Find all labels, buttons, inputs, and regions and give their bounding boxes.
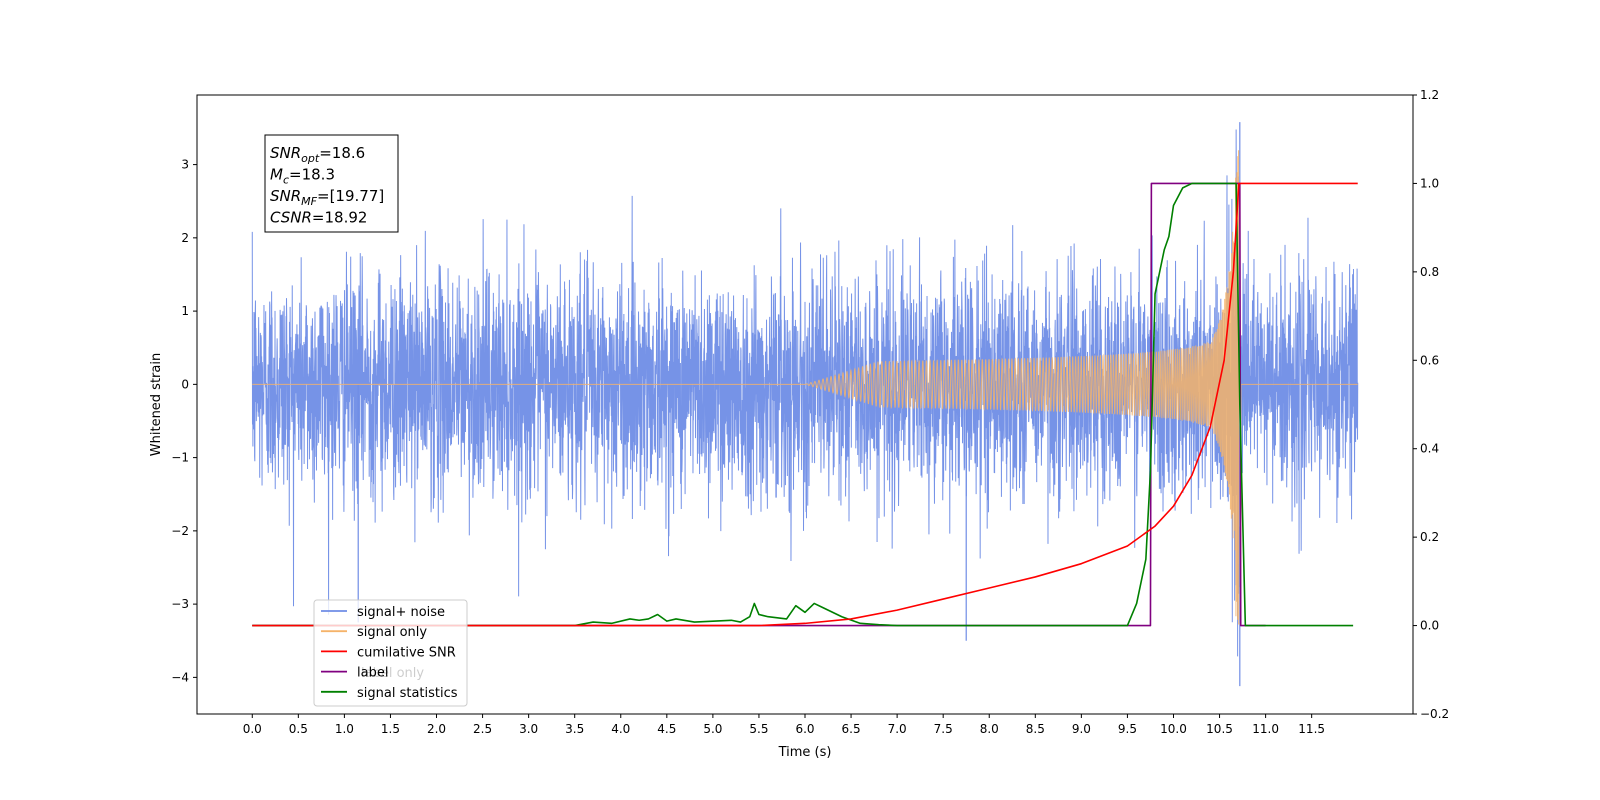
annotation-line: SNRopt=18.6 (270, 144, 365, 165)
y-right-tick-label: 0.6 (1420, 353, 1439, 367)
annotation-line: SNRMF=[19.77] (270, 187, 384, 208)
y-right-tick-label: 0.4 (1420, 442, 1439, 456)
x-tick-label: 1.5 (381, 722, 400, 736)
y-axis-label: Whitened strain (149, 353, 164, 456)
legend-frame (313, 599, 468, 707)
legend-label: label (357, 666, 388, 681)
y-left-tick-label: −1 (171, 451, 189, 465)
x-tick-label: 5.5 (749, 722, 768, 736)
metrics-annotation-box: SNRopt=18.6Mc=18.3SNRMF=[19.77]CSNR=18.9… (264, 134, 399, 233)
y-left-tick-label: −4 (171, 670, 189, 684)
annotation-frame (264, 134, 399, 233)
y-left-tick-label: 0 (181, 377, 189, 391)
legend-label: signal statistics (357, 686, 458, 701)
y-left-tick-label: 1 (181, 304, 189, 318)
x-tick-label: 3.0 (519, 722, 538, 736)
legend-label: signal only (357, 625, 427, 640)
x-tick-label: 6.0 (795, 722, 814, 736)
series-signal-only (252, 150, 1358, 625)
x-axis: 0.0 0.5 1.0 1.5 2.0 2.5 3.0 3.5 4.0 4.5 5.0 5.5 6.0 6… (243, 714, 1325, 736)
x-tick-label: 7.0 (888, 722, 907, 736)
y-right-tick-label: 1.2 (1420, 88, 1439, 102)
y-right-tick-label: −0.2 (1420, 707, 1449, 721)
x-tick-label: 11.0 (1252, 722, 1279, 736)
x-tick-label: 10.0 (1160, 722, 1187, 736)
x-tick-label: 4.0 (611, 722, 630, 736)
series-signal-plus-noise (251, 129, 1359, 657)
y-right-tick-label: 0.8 (1420, 265, 1439, 279)
x-tick-label: 8.5 (1026, 722, 1045, 736)
x-tick-label: 9.0 (1072, 722, 1091, 736)
legend-label: signal+ noise (357, 605, 445, 620)
x-tick-label: 0.0 (243, 722, 262, 736)
x-tick-label: 2.0 (427, 722, 446, 736)
signal-series-layer (252, 150, 1358, 625)
x-tick-label: 4.5 (657, 722, 676, 736)
x-tick-label: 1.0 (335, 722, 354, 736)
right-axis-series-layer (252, 182, 1358, 627)
x-tick-label: 3.5 (565, 722, 584, 736)
y-left-tick-label: −2 (171, 524, 189, 538)
y-left-tick-label: 3 (181, 158, 189, 172)
annotation-line: Mc=18.3 (270, 166, 335, 187)
x-tick-label: 5.0 (703, 722, 722, 736)
x-tick-label: 2.5 (473, 722, 492, 736)
y-right-tick-label: 0.0 (1420, 619, 1439, 633)
x-tick-label: 9.5 (1118, 722, 1137, 736)
y-axis-right: 1.2 1.0 0.8 0.6 0.4 0.2 0.0 −0.2 (1413, 88, 1449, 721)
y-right-tick-label: 0.2 (1420, 530, 1439, 544)
series-cumilative-snr (252, 182, 1358, 627)
y-left-tick-label: 2 (181, 231, 189, 245)
y-right-tick-label: 1.0 (1420, 176, 1439, 190)
y-left-tick-label: −3 (171, 597, 189, 611)
y-axis-left: 3 2 1 0 −1 −2 −3 −4 (171, 158, 197, 684)
x-tick-label: 6.5 (842, 722, 861, 736)
x-tick-label: 0.5 (289, 722, 308, 736)
legend-label: cumilative SNR (357, 645, 456, 660)
x-axis-label: Time (s) (778, 745, 832, 760)
annotation-line: CSNR=18.92 (270, 209, 367, 227)
x-tick-label: 10.5 (1206, 722, 1233, 736)
x-tick-label: 8.0 (980, 722, 999, 736)
series-signal-statistics (252, 182, 1354, 627)
x-tick-label: 7.5 (934, 722, 953, 736)
x-tick-label: 11.5 (1298, 722, 1325, 736)
